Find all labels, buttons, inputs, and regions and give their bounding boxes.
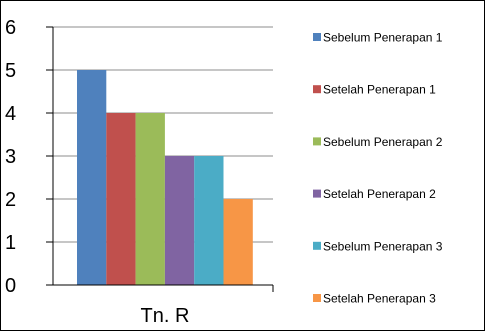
legend-label: Setelah Penerapan 1 bbox=[323, 83, 436, 97]
x-tick-label: Tn. R bbox=[141, 305, 190, 327]
legend-label: Sebelum Penerapan 3 bbox=[323, 239, 443, 253]
legend-label: Sebelum Penerapan 1 bbox=[323, 31, 443, 45]
y-tick-label: 0 bbox=[5, 275, 16, 297]
y-tick-label: 5 bbox=[5, 60, 16, 82]
y-tick-label: 2 bbox=[5, 189, 16, 211]
legend-swatch bbox=[313, 241, 321, 250]
y-tick-label: 3 bbox=[5, 146, 16, 168]
bar bbox=[106, 113, 136, 285]
y-tick-label: 6 bbox=[5, 17, 16, 39]
axes bbox=[46, 26, 274, 292]
legend-label: Setelah Penerapan 3 bbox=[323, 292, 436, 306]
y-tick-label: 4 bbox=[5, 103, 16, 125]
legend-label: Sebelum Penerapan 2 bbox=[323, 135, 443, 149]
bar bbox=[77, 70, 107, 285]
bar bbox=[194, 156, 224, 285]
bar bbox=[164, 156, 195, 285]
legend-swatch bbox=[313, 33, 321, 41]
legend-label: Setelah Penerapan 2 bbox=[323, 187, 436, 201]
x-tick-labels: Tn. R bbox=[141, 305, 190, 327]
bar bbox=[135, 113, 165, 285]
y-tick-label: 1 bbox=[5, 232, 16, 254]
legend-swatch bbox=[313, 189, 321, 198]
bars bbox=[77, 70, 253, 285]
legend-swatch bbox=[313, 85, 321, 94]
y-tick-labels: 0 1 2 3 4 5 6 bbox=[5, 17, 16, 297]
bar bbox=[223, 199, 253, 285]
legend-swatch bbox=[313, 294, 321, 302]
legend: Sebelum Penerapan 1 Setelah Penerapan 1 Se… bbox=[313, 31, 443, 306]
legend-swatch bbox=[313, 137, 321, 146]
